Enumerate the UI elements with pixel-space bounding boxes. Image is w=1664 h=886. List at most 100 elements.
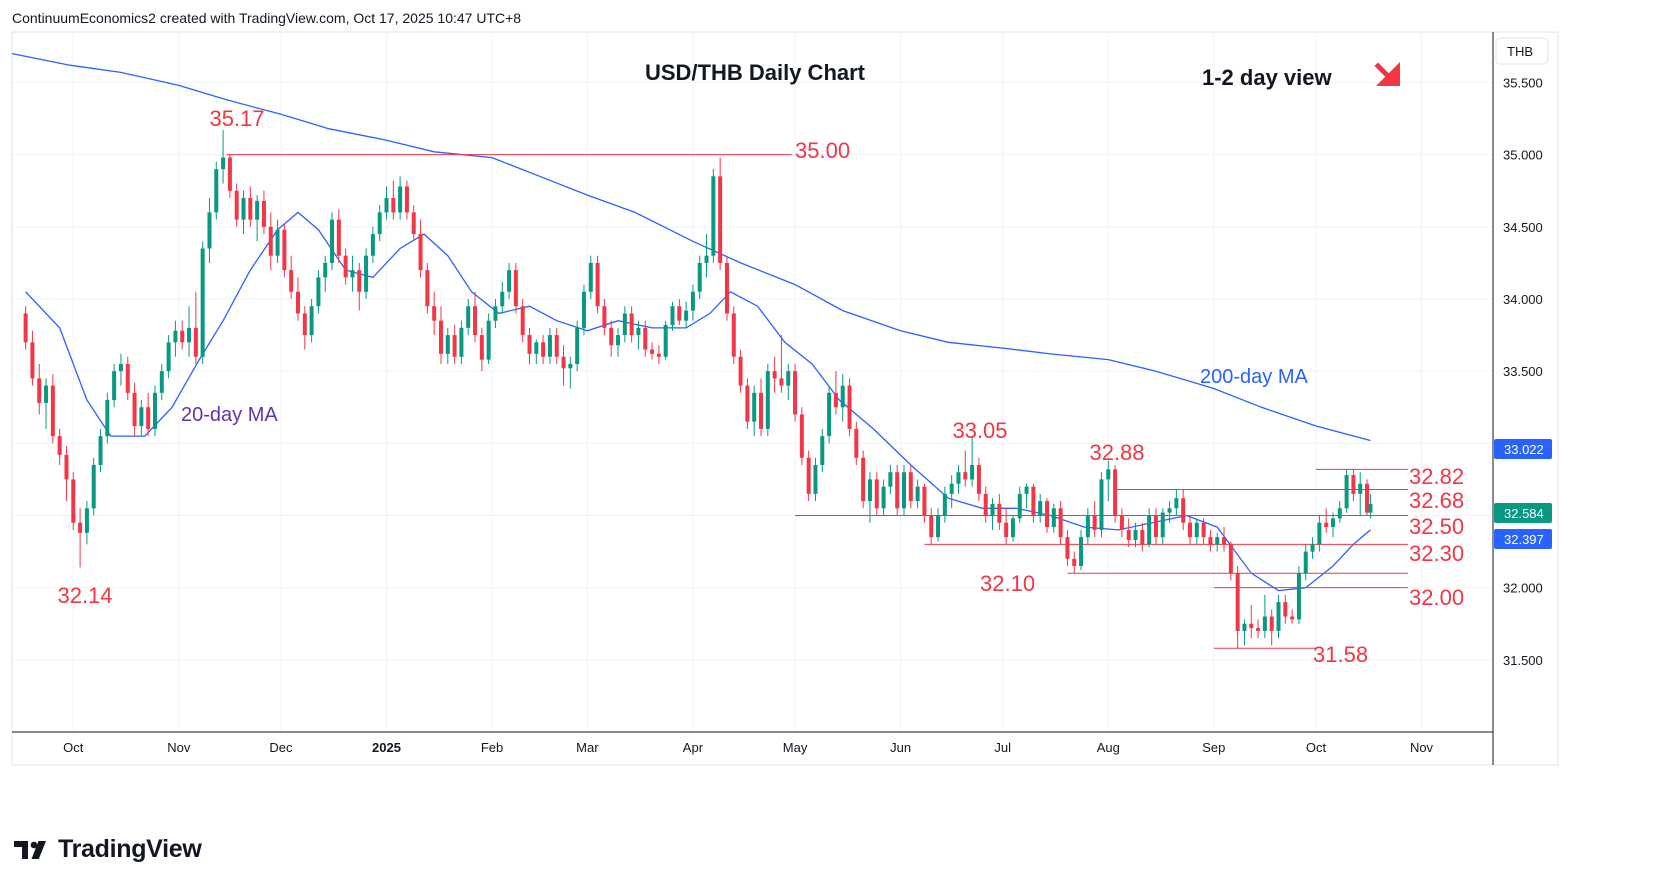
price-badge-text: 32.584	[1504, 506, 1544, 521]
candle-body	[581, 291, 586, 328]
candle-body	[908, 472, 913, 502]
candle-body	[1228, 544, 1233, 574]
candle-body	[568, 363, 573, 369]
ma20-label: 20-day MA	[181, 404, 278, 426]
candle-body	[159, 371, 164, 393]
candle-body	[1351, 475, 1356, 494]
x-tick-label: Dec	[269, 740, 293, 755]
candle-body	[132, 392, 137, 427]
candle-body	[806, 457, 811, 494]
candle-body	[759, 392, 764, 429]
candle-body	[765, 371, 770, 429]
y-tick-label: 31.500	[1503, 653, 1543, 668]
tradingview-logo[interactable]: TradingView	[14, 835, 202, 864]
candle-body	[343, 255, 348, 278]
candle-body	[861, 457, 866, 502]
candle-body	[377, 212, 382, 235]
candle-body	[1113, 469, 1118, 516]
candle-body	[827, 392, 832, 437]
x-tick-label: May	[783, 740, 808, 755]
candle-body	[1290, 616, 1295, 620]
candle-body	[1337, 508, 1342, 519]
candle-body	[275, 229, 280, 256]
candle-body	[398, 186, 403, 213]
candle-body	[983, 493, 988, 516]
candle-body	[718, 176, 723, 263]
labels-layer: USD/THB Daily Chart 1-2 day view 35.00 32.8…	[57, 60, 1464, 667]
candle-body	[221, 157, 226, 170]
candle-body	[636, 327, 641, 336]
candle-body	[1242, 623, 1247, 631]
candle-body	[1004, 522, 1009, 538]
candle-body	[697, 262, 702, 292]
candle-body	[1256, 628, 1261, 631]
candle-body	[466, 306, 471, 328]
candle-body	[820, 436, 825, 465]
candle-body	[1079, 537, 1084, 567]
candle-body	[289, 270, 294, 292]
candle-body	[57, 436, 62, 455]
candle-body	[976, 464, 981, 494]
candle-body	[554, 335, 559, 357]
candle-body	[479, 335, 484, 360]
candle-body	[452, 335, 457, 357]
candle-body	[1344, 475, 1349, 509]
candle-body	[997, 503, 1002, 523]
chart-grid	[12, 32, 1493, 732]
candle-body	[956, 472, 961, 484]
candle-body	[1024, 486, 1029, 494]
candle-body	[1296, 573, 1301, 620]
candle-body	[731, 313, 736, 357]
annotation-32.14: 32.14	[57, 583, 112, 608]
candle-body	[84, 508, 89, 533]
candle-body	[936, 515, 941, 538]
candle-body	[813, 464, 818, 494]
candle-body	[350, 270, 355, 278]
candle-body	[309, 306, 314, 336]
candle-body	[125, 363, 130, 393]
candle-body	[473, 306, 478, 336]
ma20-layer	[25, 211, 1371, 592]
candle-body	[493, 306, 498, 321]
candle-body	[602, 306, 607, 328]
candle-body	[1153, 515, 1158, 538]
candle-body	[1358, 483, 1363, 494]
candle-body	[772, 371, 777, 379]
candle-body	[588, 262, 593, 292]
level-label-32.82: 32.82	[1409, 464, 1464, 489]
candle-body	[459, 327, 464, 357]
level-label-31.58: 31.58	[1313, 642, 1368, 667]
ma20-line	[25, 211, 1371, 592]
candle-body	[302, 313, 307, 336]
x-tick-label: Apr	[683, 740, 704, 755]
candle-body	[384, 197, 389, 213]
candle-body	[282, 229, 287, 271]
candle-body	[1065, 537, 1070, 559]
x-tick-label: Nov	[1410, 740, 1434, 755]
candle-body	[1303, 551, 1308, 574]
candle-body	[840, 385, 845, 408]
x-tick-label: Nov	[167, 740, 191, 755]
candle-body	[1160, 512, 1165, 538]
level-label-32.00: 32.00	[1409, 585, 1464, 610]
x-tick-label: Feb	[481, 740, 503, 755]
candle-body	[520, 306, 525, 336]
candle-body	[1044, 501, 1049, 528]
candle-body	[650, 349, 655, 354]
candle-body	[193, 327, 198, 357]
candle-body	[391, 197, 396, 213]
candle-body	[867, 479, 872, 502]
candle-body	[404, 186, 409, 213]
candle-body	[234, 190, 239, 220]
candle-body	[1249, 623, 1254, 629]
x-tick-label: Oct	[63, 740, 84, 755]
candle-body	[1269, 616, 1274, 631]
candle-body	[663, 324, 668, 357]
currency-label: THB	[1507, 44, 1533, 59]
candle-body	[541, 342, 546, 357]
candle-body	[118, 363, 123, 372]
candle-body	[50, 385, 55, 437]
candle-body	[1201, 522, 1206, 538]
candle-body	[1368, 503, 1373, 513]
